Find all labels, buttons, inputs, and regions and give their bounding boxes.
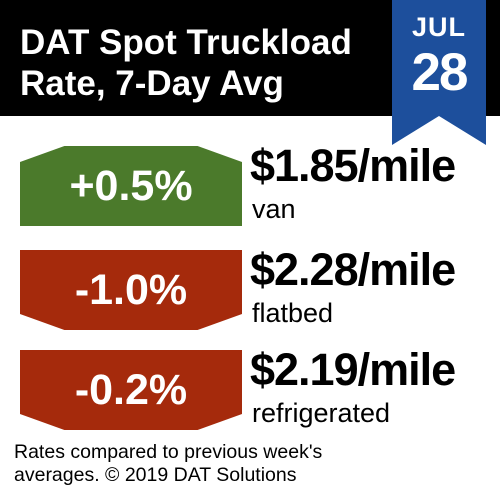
date-day: 28: [411, 43, 469, 102]
rate-row-van: +0.5% $1.85/mile van: [0, 138, 500, 228]
date-ribbon-badge: JUL 28: [392, 0, 486, 145]
rate-value-refrigerated: $2.19/mile: [250, 344, 456, 395]
rate-row-flatbed: -1.0% $2.28/mile flatbed: [0, 242, 500, 332]
rate-value-van: $1.85/mile: [250, 140, 456, 191]
page-title: DAT Spot Truckload Rate, 7-Day Avg: [20, 23, 352, 103]
footnote-text: Rates compared to previous week's averag…: [14, 441, 323, 486]
rate-value-flatbed: $2.28/mile: [250, 244, 456, 295]
equipment-label-van: van: [252, 194, 296, 224]
change-badge-refrigerated: -0.2%: [20, 350, 242, 430]
change-badge-flatbed: -1.0%: [20, 250, 242, 330]
equipment-label-refrigerated: refrigerated: [252, 398, 391, 428]
rate-row-refrigerated: -0.2% $2.19/mile refrigerated: [0, 342, 500, 432]
equipment-label-flatbed: flatbed: [252, 298, 334, 328]
change-badge-van: +0.5%: [20, 146, 242, 226]
date-month: JUL: [411, 12, 466, 42]
